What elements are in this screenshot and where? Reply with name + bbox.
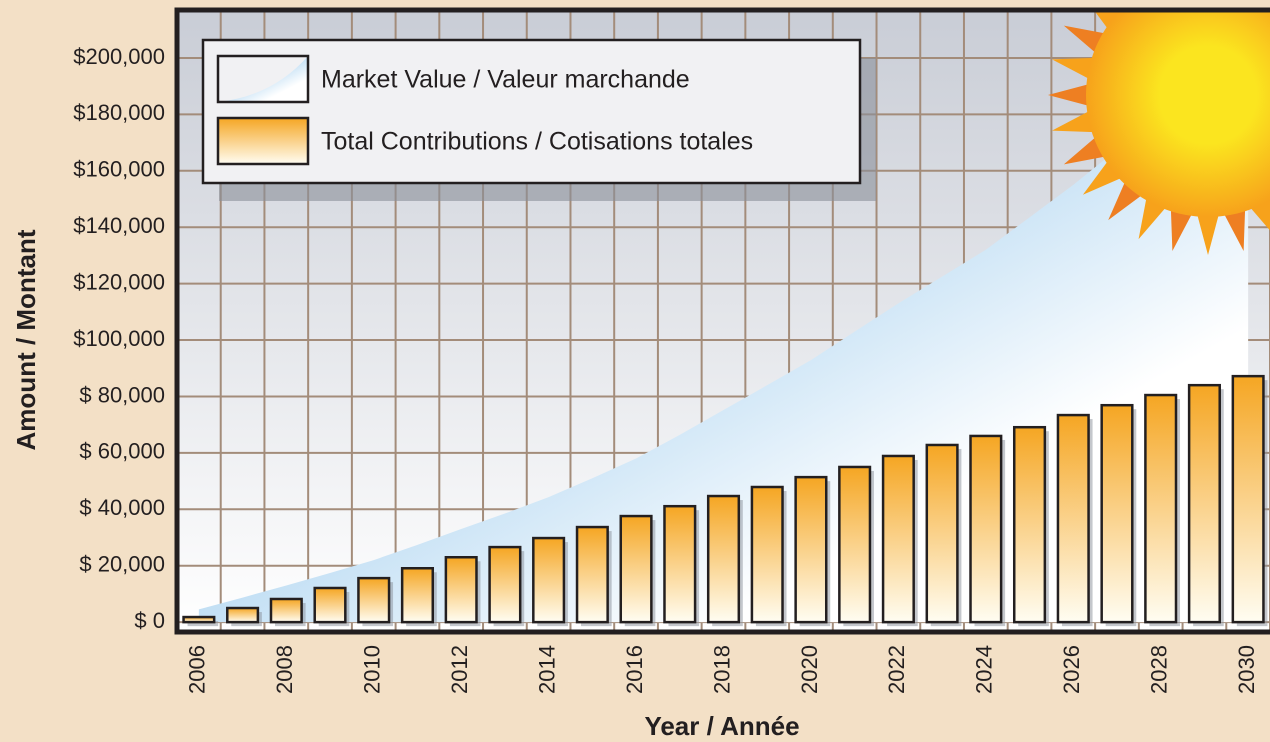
bar	[577, 527, 608, 622]
y-axis-title: Amount / Montant	[11, 229, 41, 450]
bar	[1102, 405, 1133, 622]
x-axis-title: Year / Année	[644, 711, 799, 741]
bar	[402, 568, 433, 622]
page: {"chart_data": { "type": "bar", "xlabel"…	[0, 0, 1270, 742]
y-tick-label: $100,000	[73, 326, 165, 351]
bar	[1014, 427, 1045, 622]
chart: Market Value / Valeur marchande Total Con…	[0, 0, 1270, 742]
bar	[708, 496, 739, 622]
bar	[271, 599, 302, 622]
x-tick-label: 2008	[272, 645, 297, 694]
bar	[1058, 415, 1089, 622]
y-tick-label: $ 0	[134, 608, 165, 633]
legend: Market Value / Valeur marchande Total Con…	[203, 40, 876, 201]
bar	[752, 487, 783, 622]
y-tick-label: $ 40,000	[79, 495, 165, 520]
x-tick-label: 2016	[622, 645, 647, 694]
bar	[315, 588, 346, 622]
bar	[446, 557, 477, 622]
bar	[1189, 385, 1220, 622]
y-tick-label: $160,000	[73, 157, 165, 182]
y-tick-label: $ 80,000	[79, 382, 165, 407]
bar	[227, 608, 258, 622]
y-tick-label: $140,000	[73, 213, 165, 238]
x-tick-label: 2018	[709, 645, 734, 694]
y-tick-label: $ 60,000	[79, 439, 165, 464]
bar	[971, 436, 1002, 622]
legend-label: Total Contributions / Cotisations totale…	[321, 128, 753, 156]
bar	[184, 617, 215, 622]
bar	[796, 477, 827, 622]
x-tick-label: 2010	[360, 645, 385, 694]
bar	[621, 516, 652, 622]
x-tick-label: 2028	[1147, 645, 1172, 694]
x-tick-label: 2024	[972, 645, 997, 694]
legend-swatch	[218, 118, 308, 164]
bar	[358, 578, 389, 622]
bar	[533, 538, 564, 622]
legend-label: Market Value / Valeur marchande	[321, 66, 690, 94]
x-tick-label: 2006	[185, 645, 210, 694]
bar	[1145, 395, 1176, 622]
y-tick-label: $200,000	[73, 44, 165, 69]
y-tick-label: $180,000	[73, 100, 165, 125]
x-tick-label: 2026	[1059, 645, 1084, 694]
sun-ray	[1108, 0, 1142, 8]
x-tick-label: 2030	[1234, 645, 1259, 694]
y-tick-label: $ 20,000	[79, 552, 165, 577]
bar	[883, 456, 914, 622]
bar	[490, 547, 521, 622]
x-tick-label: 2012	[447, 645, 472, 694]
x-tick-label: 2014	[534, 645, 559, 694]
bar	[927, 445, 958, 622]
x-tick-label: 2020	[797, 645, 822, 694]
x-tick-label: 2022	[884, 645, 909, 694]
bar	[1233, 376, 1264, 622]
y-tick-label: $120,000	[73, 269, 165, 294]
bar	[839, 467, 870, 622]
bar	[664, 506, 695, 622]
